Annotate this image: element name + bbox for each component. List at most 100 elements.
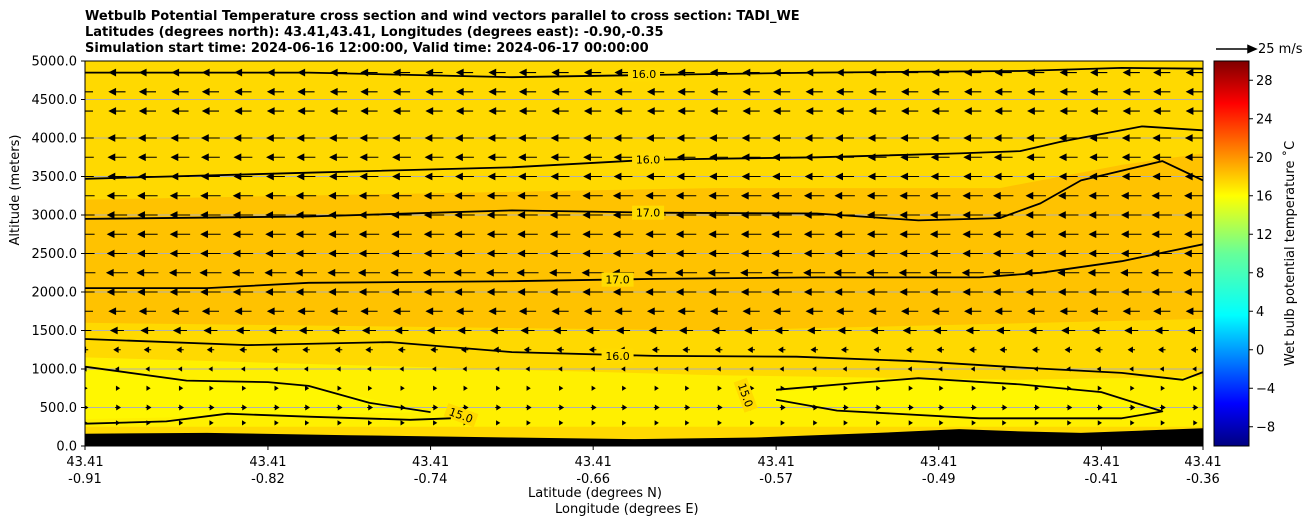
wind-vector <box>582 249 603 258</box>
wind-vector <box>622 385 627 391</box>
wind-vector <box>1122 68 1140 77</box>
x-tick-label: 43.41 -0.74 <box>391 454 471 488</box>
wind-vector <box>169 211 191 219</box>
wind-vector <box>994 87 1012 96</box>
wind-vector <box>114 366 120 372</box>
temperature-contours: 16.016.017.017.016.015.015.0 <box>85 67 1203 428</box>
wind-vector <box>422 268 446 277</box>
wind-vector <box>747 346 755 354</box>
wind-vector <box>358 191 380 200</box>
wind-vector <box>582 288 603 296</box>
wind-vector <box>621 404 628 411</box>
wind-vector <box>1059 68 1077 77</box>
wind-vector <box>462 404 469 411</box>
wind-vector <box>612 191 634 200</box>
wind-vector <box>1025 211 1046 219</box>
wind-vector <box>1184 134 1203 142</box>
wind-vector <box>682 346 690 354</box>
wind-vector <box>675 230 697 239</box>
wind-vector <box>1058 153 1078 162</box>
wind-vector <box>805 87 823 96</box>
colorbar-gradient <box>1213 60 1250 447</box>
wind-vector <box>866 268 889 277</box>
wind-vector <box>1121 230 1142 239</box>
wind-vector <box>740 230 762 239</box>
wind-vector <box>971 385 976 391</box>
wind-vector <box>1192 404 1199 411</box>
contour-label: 17.0 <box>636 207 661 220</box>
wind-vector <box>708 249 729 258</box>
wind-vector <box>965 326 980 335</box>
contour-17.0 <box>85 243 1203 289</box>
wind-vector <box>209 420 214 426</box>
x-tick-label: 43.41 -0.57 <box>736 454 816 488</box>
wind-vector <box>1153 307 1171 316</box>
wind-vector <box>750 420 755 426</box>
wind-vector <box>304 385 310 391</box>
wind-vector <box>337 420 342 426</box>
wind-vector <box>143 346 152 354</box>
wind-vector <box>296 153 316 162</box>
wind-vector <box>929 230 951 239</box>
wind-vector <box>654 420 659 426</box>
wind-vector <box>711 326 726 335</box>
wind-vector <box>1001 366 1006 372</box>
wind-vector <box>1151 191 1172 200</box>
wind-vector <box>772 307 791 316</box>
contour-15.0 <box>775 377 1164 420</box>
wind-vector <box>303 366 309 372</box>
wind-vector <box>1121 288 1142 296</box>
wind-vector <box>740 288 762 296</box>
wind-vector <box>772 134 792 142</box>
colorbar-tick-label: 24 <box>1256 112 1273 127</box>
wind-vector <box>970 404 977 411</box>
wind-vector <box>964 87 982 96</box>
contour-label-bg <box>632 152 665 167</box>
wind-vector <box>1058 191 1079 200</box>
wind-vector <box>679 326 694 335</box>
wind-vector <box>145 404 152 411</box>
wind-vector <box>115 385 121 391</box>
x-tick-label: 43.41 -0.41 <box>1061 454 1141 488</box>
wind-vector <box>424 153 444 162</box>
wind-vector <box>85 137 94 139</box>
terrain <box>85 428 1203 446</box>
wind-vector <box>930 134 950 142</box>
x-axis-ticks <box>84 446 1204 450</box>
wind-vector <box>455 172 474 181</box>
wind-vector <box>487 153 507 162</box>
wind-vector <box>834 288 855 296</box>
wind-vector <box>171 307 189 316</box>
contour-label: 16.0 <box>632 68 657 81</box>
wind-vector <box>361 326 376 335</box>
wind-vector <box>677 307 695 316</box>
y-tick-label: 1000.0 <box>32 363 78 378</box>
wind-vector <box>367 385 373 391</box>
wind-vector <box>234 87 252 96</box>
wind-vector <box>85 195 95 197</box>
wind-vector <box>85 110 93 112</box>
wind-vector <box>486 211 508 219</box>
x-tick-lat: 43.41 <box>1082 455 1120 470</box>
wind-vector <box>487 134 507 142</box>
wind-vector <box>992 288 1014 296</box>
wind-vector <box>963 172 983 181</box>
wind-vector <box>740 249 762 258</box>
wind-vector <box>1184 153 1203 162</box>
contour-16.0 <box>85 338 1203 381</box>
wind-vector <box>1185 107 1203 115</box>
wind-vector <box>612 230 634 239</box>
wind-vector <box>176 346 184 354</box>
wind-vector <box>358 288 380 296</box>
wind-vector <box>900 134 920 142</box>
wind-vector <box>614 87 632 96</box>
wind-vector <box>583 172 602 181</box>
wind-vector <box>1152 134 1172 142</box>
wind-vector <box>1159 404 1166 411</box>
wind-vector <box>992 268 1015 277</box>
wind-vector <box>455 153 474 162</box>
wind-vector <box>1088 249 1109 258</box>
wind-vector <box>454 191 475 200</box>
wind-vector <box>1089 134 1109 142</box>
